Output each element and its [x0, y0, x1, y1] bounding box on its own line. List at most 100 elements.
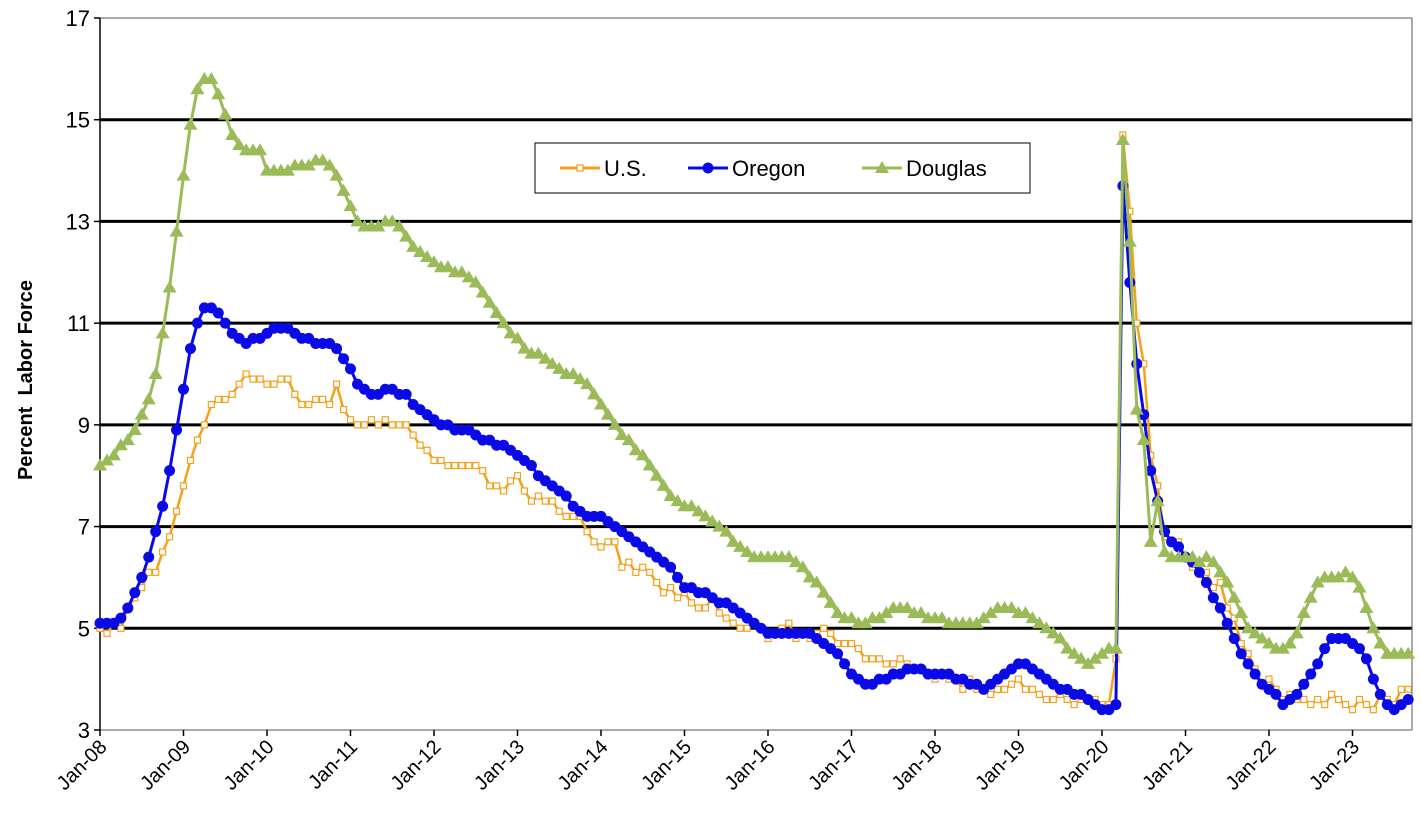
- point: [618, 563, 626, 571]
- point: [983, 606, 998, 619]
- point: [1262, 636, 1276, 649]
- point: [117, 624, 125, 632]
- point: [1242, 658, 1254, 670]
- point: [663, 489, 678, 502]
- point: [1088, 651, 1103, 664]
- point: [816, 585, 831, 598]
- point: [345, 363, 356, 375]
- point: [219, 317, 231, 329]
- point: [872, 611, 887, 624]
- point: [1025, 611, 1040, 624]
- point: [413, 244, 428, 257]
- point: [1157, 545, 1172, 557]
- point: [423, 446, 431, 454]
- point: [1206, 555, 1221, 568]
- point: [1321, 700, 1329, 709]
- point: [1241, 621, 1256, 634]
- point: [1213, 565, 1228, 578]
- point: [159, 548, 167, 556]
- series: [93, 72, 1416, 669]
- point: [1060, 641, 1075, 654]
- point: [1004, 600, 1019, 613]
- point: [186, 456, 195, 465]
- point: [1049, 695, 1057, 704]
- y-tick-label: 9: [78, 413, 90, 438]
- point: [882, 660, 890, 668]
- point: [475, 285, 490, 298]
- point: [388, 421, 396, 429]
- point: [1018, 606, 1033, 619]
- point: [253, 143, 268, 156]
- point: [858, 616, 873, 629]
- point: [665, 561, 677, 573]
- point: [712, 519, 727, 532]
- point: [298, 400, 306, 409]
- point: [672, 571, 684, 583]
- point: [336, 183, 351, 196]
- point: [827, 629, 835, 637]
- point: [1145, 465, 1157, 477]
- x-tick-label: Jan-23: [1305, 736, 1364, 795]
- point: [127, 422, 142, 435]
- point: [148, 367, 163, 379]
- point: [1035, 690, 1043, 699]
- point: [552, 361, 567, 374]
- point: [560, 490, 572, 502]
- point: [162, 280, 177, 293]
- point: [1298, 678, 1310, 690]
- x-tick-label: Jan-11: [304, 736, 362, 794]
- point: [1214, 602, 1226, 614]
- x-tick-label: Jan-20: [1055, 736, 1114, 795]
- point: [329, 168, 344, 181]
- point: [284, 375, 292, 383]
- point: [381, 416, 389, 424]
- point: [541, 497, 549, 505]
- point: [684, 499, 699, 512]
- point: [625, 558, 633, 566]
- point: [338, 353, 350, 365]
- point: [705, 514, 720, 527]
- x-tick-label: Jan-12: [387, 736, 446, 795]
- point: [1312, 658, 1324, 670]
- point: [427, 255, 441, 268]
- point: [1300, 695, 1308, 704]
- point: [1307, 700, 1315, 709]
- y-tick-label: 17: [66, 6, 90, 31]
- point: [225, 127, 240, 140]
- point: [788, 555, 803, 568]
- point: [312, 395, 320, 404]
- point: [1331, 570, 1346, 583]
- point: [176, 168, 191, 181]
- point: [165, 533, 174, 541]
- point: [545, 356, 560, 369]
- point: [1046, 626, 1061, 639]
- point: [489, 305, 504, 318]
- point: [280, 163, 295, 176]
- point: [1402, 693, 1414, 705]
- point: [1143, 534, 1158, 547]
- point: [1249, 668, 1261, 680]
- point: [673, 594, 682, 602]
- point: [959, 685, 967, 693]
- point: [301, 158, 316, 171]
- point: [830, 606, 845, 619]
- point: [701, 604, 709, 612]
- point: [1355, 695, 1364, 704]
- legend-box: [534, 142, 1031, 194]
- point: [122, 602, 134, 614]
- point: [1369, 706, 1377, 714]
- point: [1129, 402, 1144, 415]
- point: [103, 629, 111, 637]
- point: [1345, 570, 1360, 583]
- point: [1021, 685, 1030, 693]
- point: [392, 219, 407, 232]
- point: [587, 387, 602, 400]
- point: [496, 316, 511, 329]
- point: [315, 153, 330, 166]
- point: [1042, 695, 1050, 704]
- point: [1373, 636, 1388, 649]
- point: [809, 575, 824, 588]
- point: [171, 424, 183, 436]
- point: [694, 604, 703, 612]
- point: [1028, 685, 1037, 693]
